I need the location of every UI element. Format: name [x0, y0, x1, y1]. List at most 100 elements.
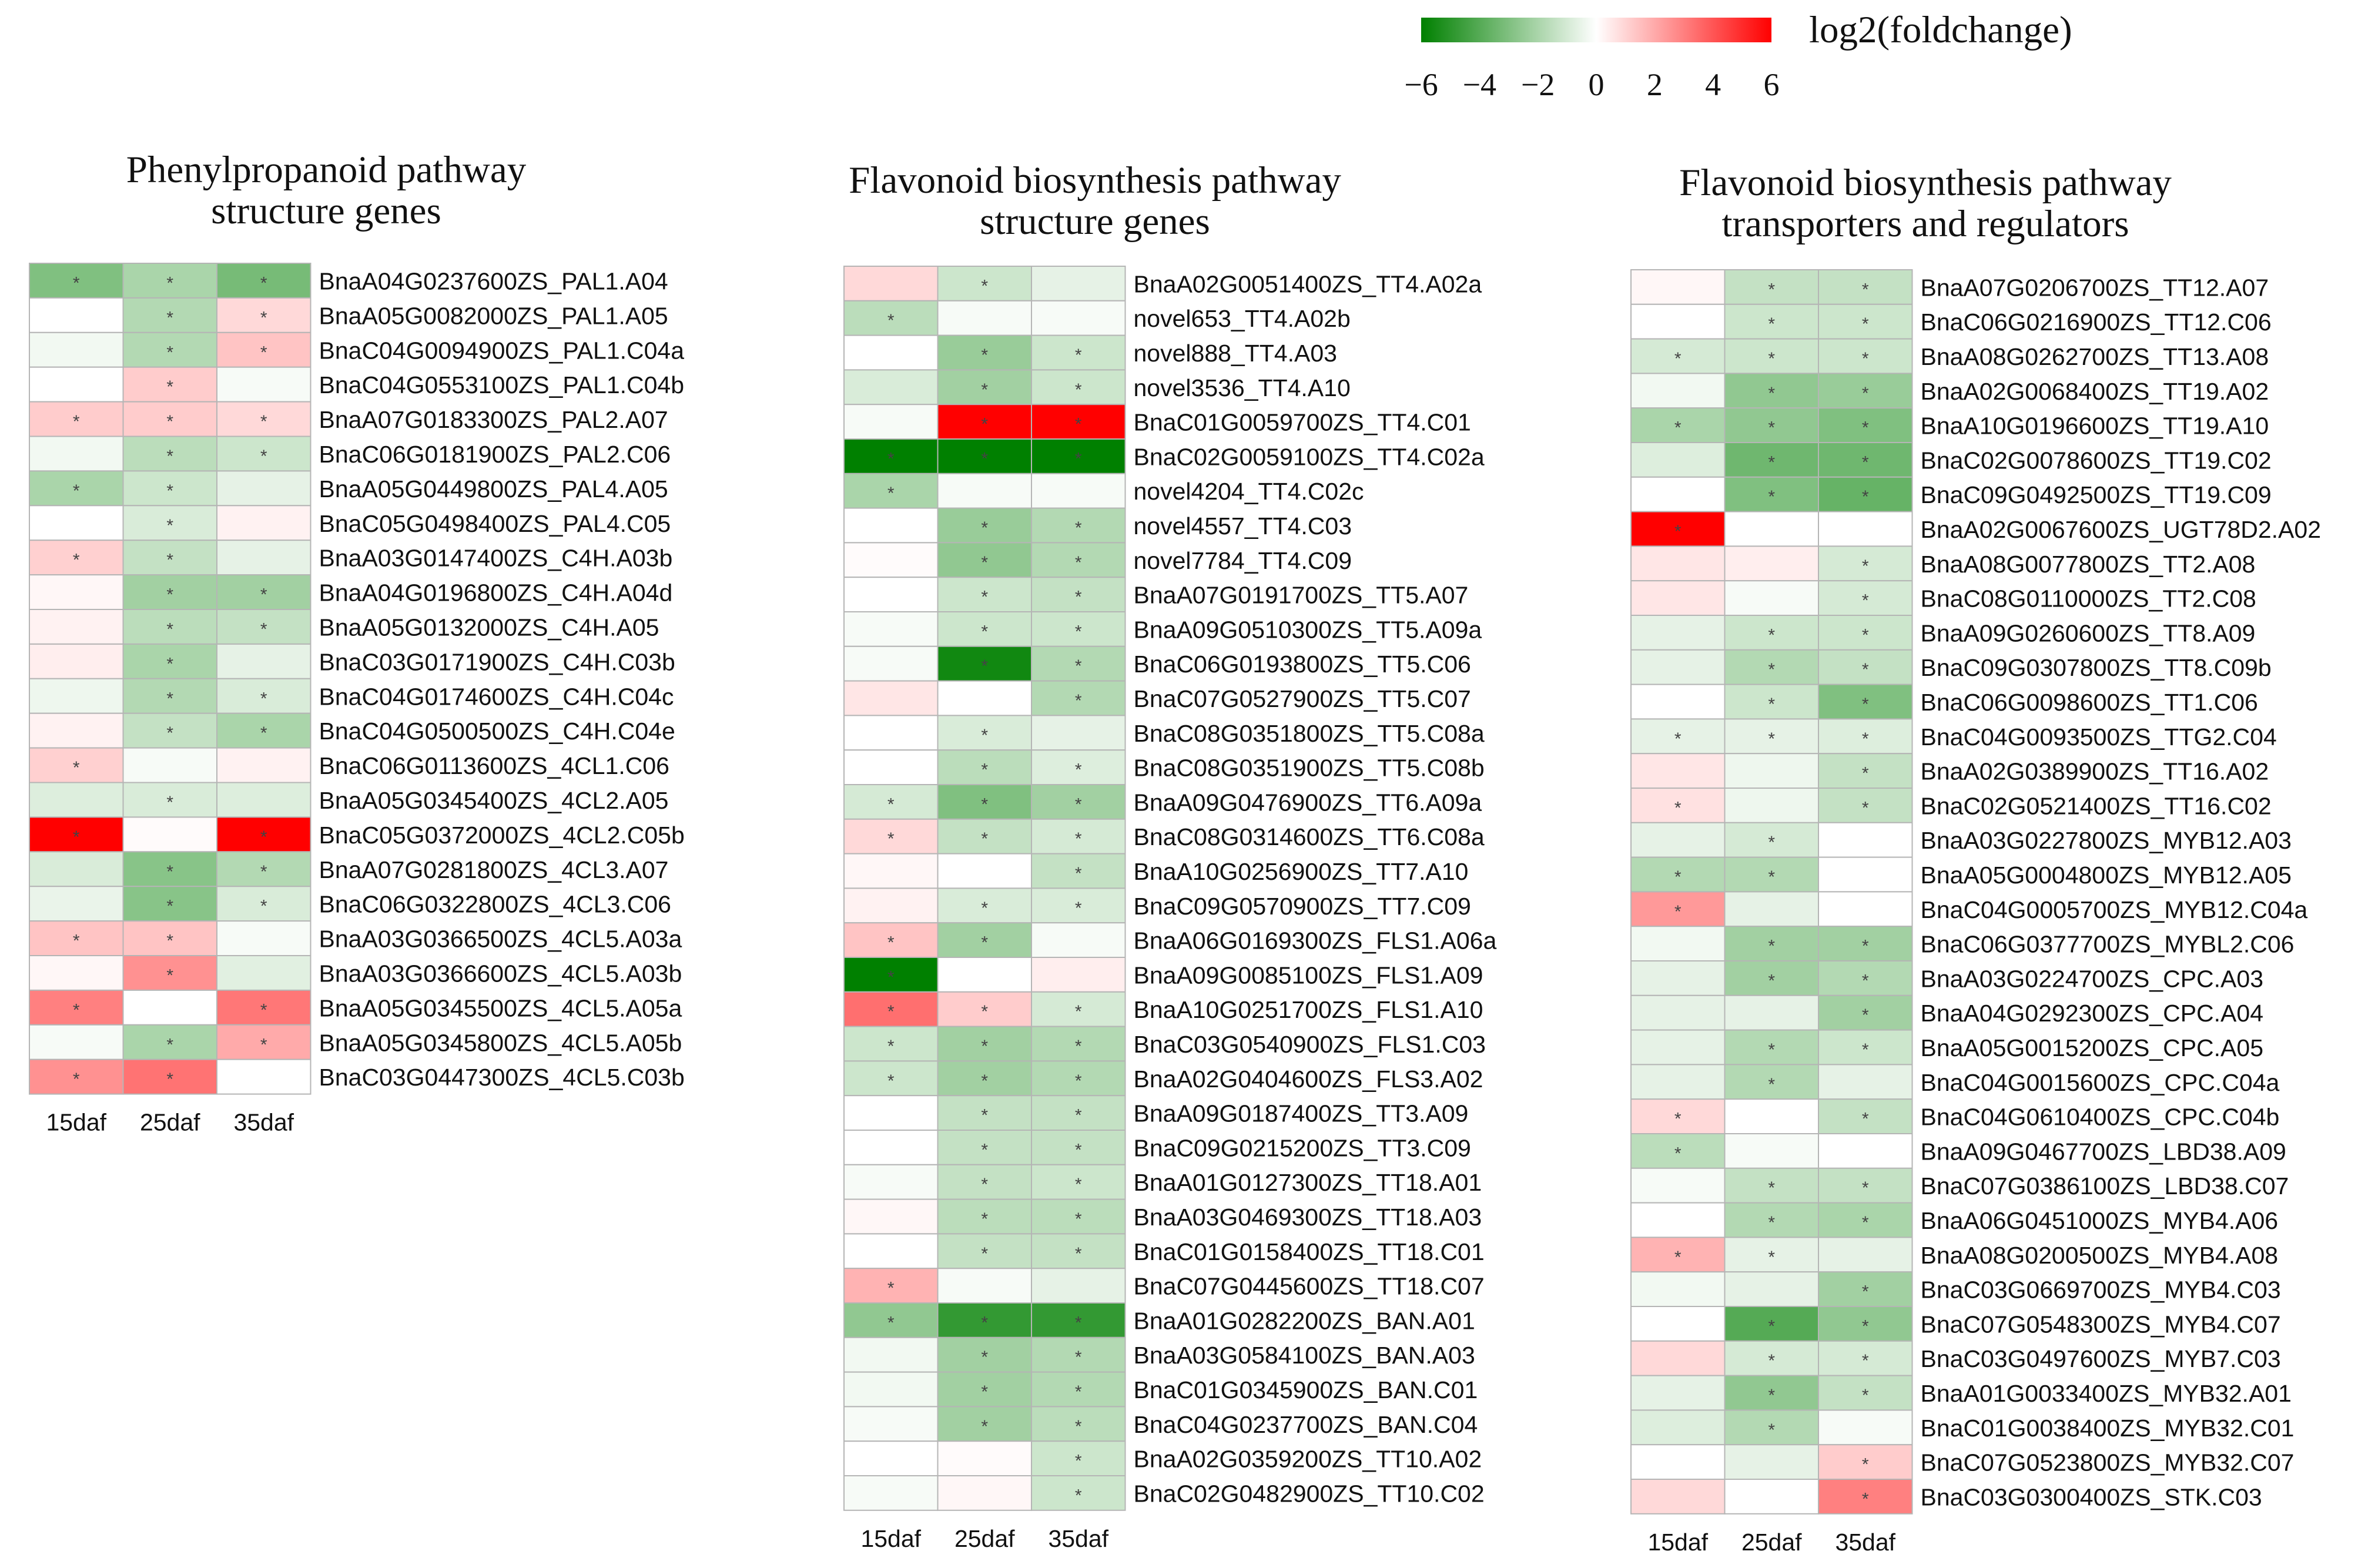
heatmap-cell	[843, 369, 939, 406]
significance-star: *	[981, 1348, 988, 1367]
gene-label: BnaA05G0345800ZS_4CL5.A05b	[319, 1029, 682, 1056]
significance-star: *	[981, 1037, 988, 1056]
significance-star: *	[981, 1382, 988, 1402]
significance-star: *	[260, 862, 267, 882]
significance-star: *	[1075, 1071, 1082, 1091]
significance-star: *	[1862, 418, 1869, 438]
heatmap-cell	[122, 540, 217, 576]
heatmap-cell	[843, 1268, 939, 1304]
heatmap-cell	[843, 438, 939, 474]
significance-star: *	[1075, 1244, 1082, 1264]
gene-label: BnaC07G0548300ZS_MYB4.C07	[1921, 1311, 2281, 1338]
significance-star: *	[166, 447, 173, 466]
heatmap-cell	[122, 989, 217, 1026]
heatmap-cell	[1818, 1133, 1913, 1169]
heatmap-cell	[1724, 1064, 1819, 1100]
significance-star: *	[981, 518, 988, 538]
significance-star: *	[981, 795, 988, 814]
heatmap-cell	[937, 266, 1032, 301]
heatmap-cell	[1818, 1167, 1913, 1204]
significance-star: *	[981, 726, 988, 745]
heatmap-cell	[1630, 684, 1726, 720]
significance-star: *	[73, 412, 80, 431]
heatmap-cell	[122, 574, 217, 610]
heatmap-cell	[1724, 338, 1819, 374]
heatmap-cell	[1630, 822, 1726, 858]
heatmap-cell	[843, 507, 939, 544]
heatmap-cell	[937, 784, 1032, 820]
heatmap-cell	[843, 1475, 939, 1511]
column-label: 35daf	[233, 1109, 294, 1136]
significance-star: *	[887, 1037, 895, 1056]
significance-star: *	[260, 619, 267, 639]
heatmap-cell	[216, 1058, 312, 1095]
significance-star: *	[166, 862, 173, 882]
significance-star: *	[887, 1279, 895, 1298]
heatmap-cell	[1724, 926, 1819, 961]
heatmap-cell	[1818, 822, 1913, 858]
gene-label: BnaA03G0227800ZS_MYB12.A03	[1921, 827, 2292, 854]
heatmap-cell	[1818, 891, 1913, 927]
heatmap-cell	[1724, 1409, 1819, 1446]
heatmap-cell	[937, 1440, 1032, 1476]
significance-star: *	[73, 932, 80, 951]
gene-label: novel7784_TT4.C09	[1134, 547, 1352, 574]
gene-label: BnaA02G0068400ZS_TT19.A02	[1921, 378, 2269, 405]
heatmap-cell	[1630, 788, 1726, 823]
significance-star: *	[1768, 487, 1775, 507]
heatmap-cell	[1630, 1409, 1726, 1446]
heatmap-cell	[1630, 545, 1726, 582]
significance-star: *	[260, 827, 267, 847]
heatmap-cell	[216, 816, 312, 853]
heatmap-cell	[1818, 373, 1913, 409]
heatmap-cell	[1818, 407, 1913, 444]
panel-title-line-1: Phenylpropanoid pathway	[126, 149, 527, 191]
heatmap-cell	[29, 678, 124, 714]
gene-label: BnaC01G0038400ZS_MYB32.C01	[1921, 1415, 2295, 1442]
heatmap-cell	[1818, 926, 1913, 961]
significance-star: *	[166, 723, 173, 743]
heatmap-cell	[1724, 994, 1819, 1031]
heatmap-cell	[29, 505, 124, 541]
significance-star: *	[1075, 691, 1082, 711]
gene-label: BnaA02G0404600ZS_FLS3.A02	[1134, 1066, 1483, 1093]
significance-star: *	[981, 1140, 988, 1160]
significance-star: *	[166, 377, 173, 397]
gene-label: BnaA02G0389900ZS_TT16.A02	[1921, 758, 2269, 785]
significance-star: *	[260, 343, 267, 362]
heatmap-cell	[1724, 373, 1819, 409]
heatmap-cell	[1630, 476, 1726, 512]
heatmap-cell	[1818, 753, 1913, 789]
heatmap-cell	[1031, 957, 1126, 993]
heatmap-cell	[1031, 300, 1126, 336]
heatmap-cell	[216, 955, 312, 991]
gene-label: BnaC08G0110000ZS_TT2.C08	[1921, 585, 2256, 612]
heatmap-cell	[1031, 784, 1126, 820]
heatmap-cell	[216, 505, 312, 541]
heatmap-cell	[1630, 442, 1726, 478]
heatmap-cell	[1818, 1479, 1913, 1515]
gene-label: BnaA04G0237600ZS_PAL1.A04	[319, 267, 668, 294]
legend-color-bar	[1421, 18, 1771, 42]
heatmap-cell	[1818, 1271, 1913, 1307]
heatmap-cell	[937, 577, 1032, 613]
significance-star: *	[260, 447, 267, 466]
significance-star: *	[1862, 1006, 1869, 1025]
gene-label: BnaA03G0469300ZS_TT18.A03	[1134, 1204, 1482, 1231]
gene-label: BnaA10G0256900ZS_TT7.A10	[1134, 858, 1469, 885]
heatmap-cell	[29, 331, 124, 368]
heatmap-cell	[843, 715, 939, 751]
heatmap-cell	[29, 747, 124, 783]
gene-label: BnaC04G0094900ZS_PAL1.C04a	[319, 337, 685, 364]
significance-star: *	[1075, 1106, 1082, 1125]
significance-star: *	[1075, 1037, 1082, 1056]
heatmap-cell	[937, 300, 1032, 336]
significance-star: *	[166, 654, 173, 674]
significance-star: *	[1768, 695, 1775, 714]
heatmap-cell	[1630, 1029, 1726, 1066]
significance-star: *	[1768, 937, 1775, 956]
heatmap-cell	[29, 851, 124, 887]
gene-label: BnaC01G0059700ZS_TT4.C01	[1134, 409, 1471, 436]
heatmap-cell	[1724, 407, 1819, 444]
gene-label: BnaC06G0193800ZS_TT5.C06	[1134, 651, 1471, 678]
